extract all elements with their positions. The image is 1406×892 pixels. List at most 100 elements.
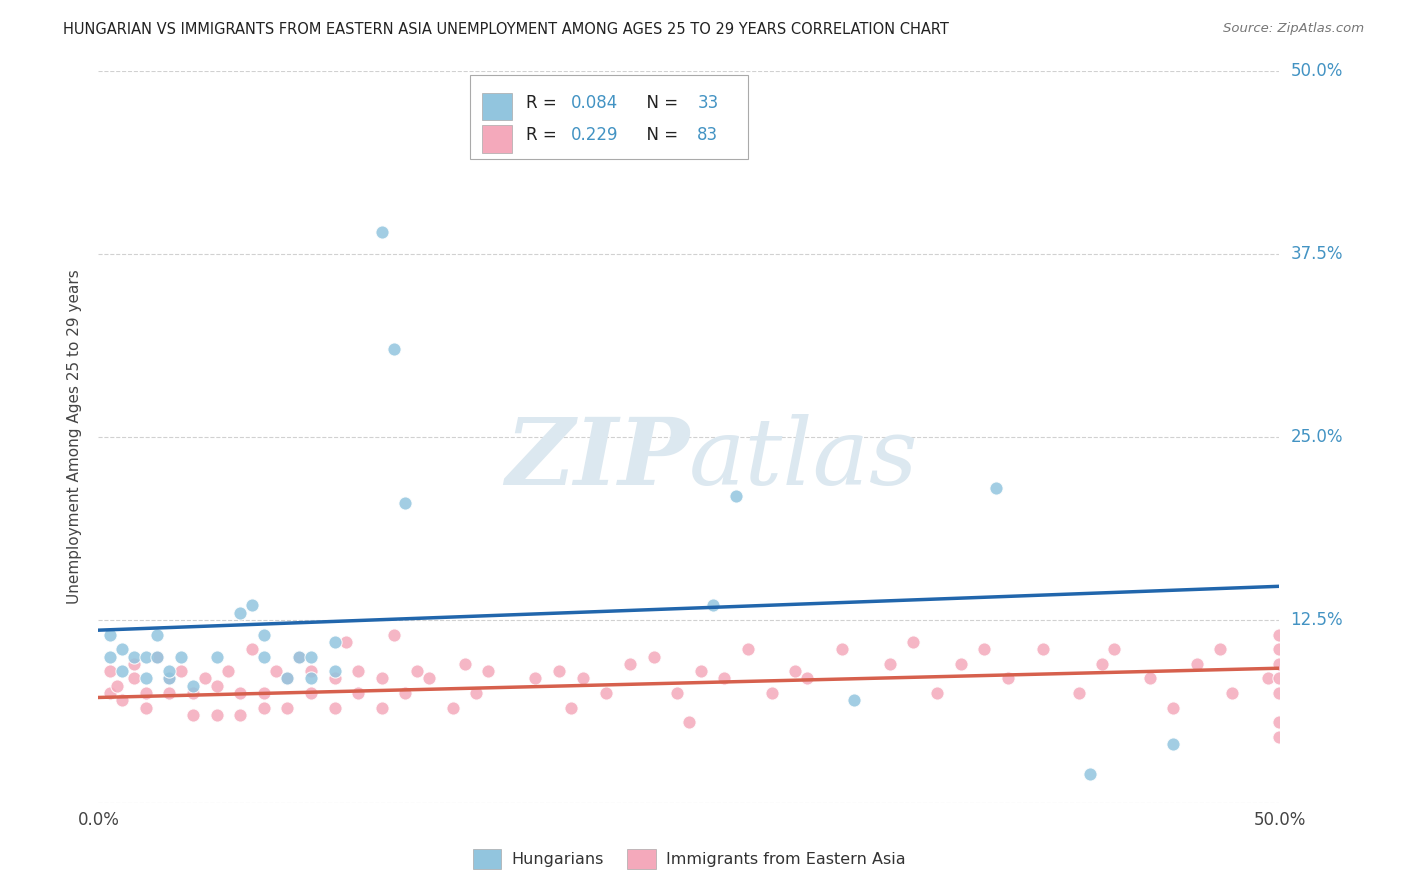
Point <box>111 693 134 707</box>
Point <box>323 672 346 686</box>
Text: 12.5%: 12.5% <box>1291 611 1343 629</box>
Text: 37.5%: 37.5% <box>1291 245 1343 263</box>
Point <box>170 649 193 664</box>
Point <box>122 657 145 671</box>
Point <box>122 672 145 686</box>
Point <box>194 672 217 686</box>
Point <box>678 715 700 730</box>
Point <box>382 627 405 641</box>
Point <box>157 686 180 700</box>
Point <box>560 700 582 714</box>
Point <box>264 664 287 678</box>
Point <box>135 686 157 700</box>
Text: R =: R = <box>526 126 562 144</box>
Point <box>1139 672 1161 686</box>
Point <box>205 649 228 664</box>
Point <box>299 672 322 686</box>
Point <box>122 649 145 664</box>
Point <box>347 686 370 700</box>
Point <box>135 672 157 686</box>
Point <box>796 672 818 686</box>
Point <box>1209 642 1232 657</box>
Text: 25.0%: 25.0% <box>1291 428 1343 446</box>
Point <box>276 700 298 714</box>
Point <box>288 649 311 664</box>
Point <box>997 672 1019 686</box>
Text: 33: 33 <box>697 94 718 112</box>
Point <box>1032 642 1054 657</box>
Point <box>1091 657 1114 671</box>
Point <box>229 686 252 700</box>
Point <box>229 606 252 620</box>
Point <box>1268 672 1291 686</box>
Point <box>725 489 748 503</box>
Point <box>146 627 169 641</box>
Point <box>323 635 346 649</box>
Bar <box>471 75 748 159</box>
Point <box>619 657 641 671</box>
Point <box>240 599 263 613</box>
Point <box>903 635 925 649</box>
Text: Source: ZipAtlas.com: Source: ZipAtlas.com <box>1223 22 1364 36</box>
Text: N =: N = <box>636 94 683 112</box>
Point <box>276 672 298 686</box>
Text: 83: 83 <box>697 126 718 144</box>
Point <box>299 649 322 664</box>
Point <box>1268 627 1291 641</box>
Point <box>785 664 807 678</box>
Point <box>181 679 204 693</box>
Point <box>253 649 276 664</box>
Point <box>1220 686 1243 700</box>
Text: N =: N = <box>636 126 683 144</box>
Point <box>595 686 617 700</box>
Point <box>323 664 346 678</box>
Point <box>394 496 416 510</box>
Point <box>702 599 724 613</box>
Point <box>689 664 711 678</box>
Point <box>371 672 394 686</box>
Point <box>205 679 228 693</box>
Point <box>253 700 276 714</box>
Legend: Hungarians, Immigrants from Eastern Asia: Hungarians, Immigrants from Eastern Asia <box>467 843 911 875</box>
Point <box>844 693 866 707</box>
Point <box>371 225 394 239</box>
Point <box>135 700 157 714</box>
Point <box>984 481 1007 495</box>
Point <box>465 686 488 700</box>
Point <box>737 642 759 657</box>
Point <box>98 686 121 700</box>
Text: 50.0%: 50.0% <box>1291 62 1343 80</box>
Point <box>181 686 204 700</box>
Point <box>335 635 357 649</box>
Point <box>181 708 204 723</box>
Point <box>135 649 157 664</box>
Point <box>276 672 298 686</box>
Point <box>548 664 571 678</box>
Point <box>157 664 180 678</box>
Point <box>949 657 972 671</box>
Point <box>157 672 180 686</box>
Y-axis label: Unemployment Among Ages 25 to 29 years: Unemployment Among Ages 25 to 29 years <box>67 269 83 605</box>
Point <box>1268 657 1291 671</box>
Point <box>1268 686 1291 700</box>
Point <box>1268 642 1291 657</box>
Point <box>1185 657 1208 671</box>
Point <box>666 686 689 700</box>
Point <box>973 642 995 657</box>
Point <box>217 664 239 678</box>
Point <box>205 708 228 723</box>
Text: ZIP: ZIP <box>505 414 689 504</box>
Point <box>1102 642 1125 657</box>
Point <box>643 649 665 664</box>
Point <box>831 642 853 657</box>
Point <box>105 679 128 693</box>
Text: 0.084: 0.084 <box>571 94 619 112</box>
Point <box>170 664 193 678</box>
Point <box>571 672 593 686</box>
Point <box>1161 737 1184 751</box>
Point <box>382 343 405 357</box>
Point <box>477 664 499 678</box>
Point <box>157 672 180 686</box>
Point <box>253 627 276 641</box>
Point <box>111 642 134 657</box>
